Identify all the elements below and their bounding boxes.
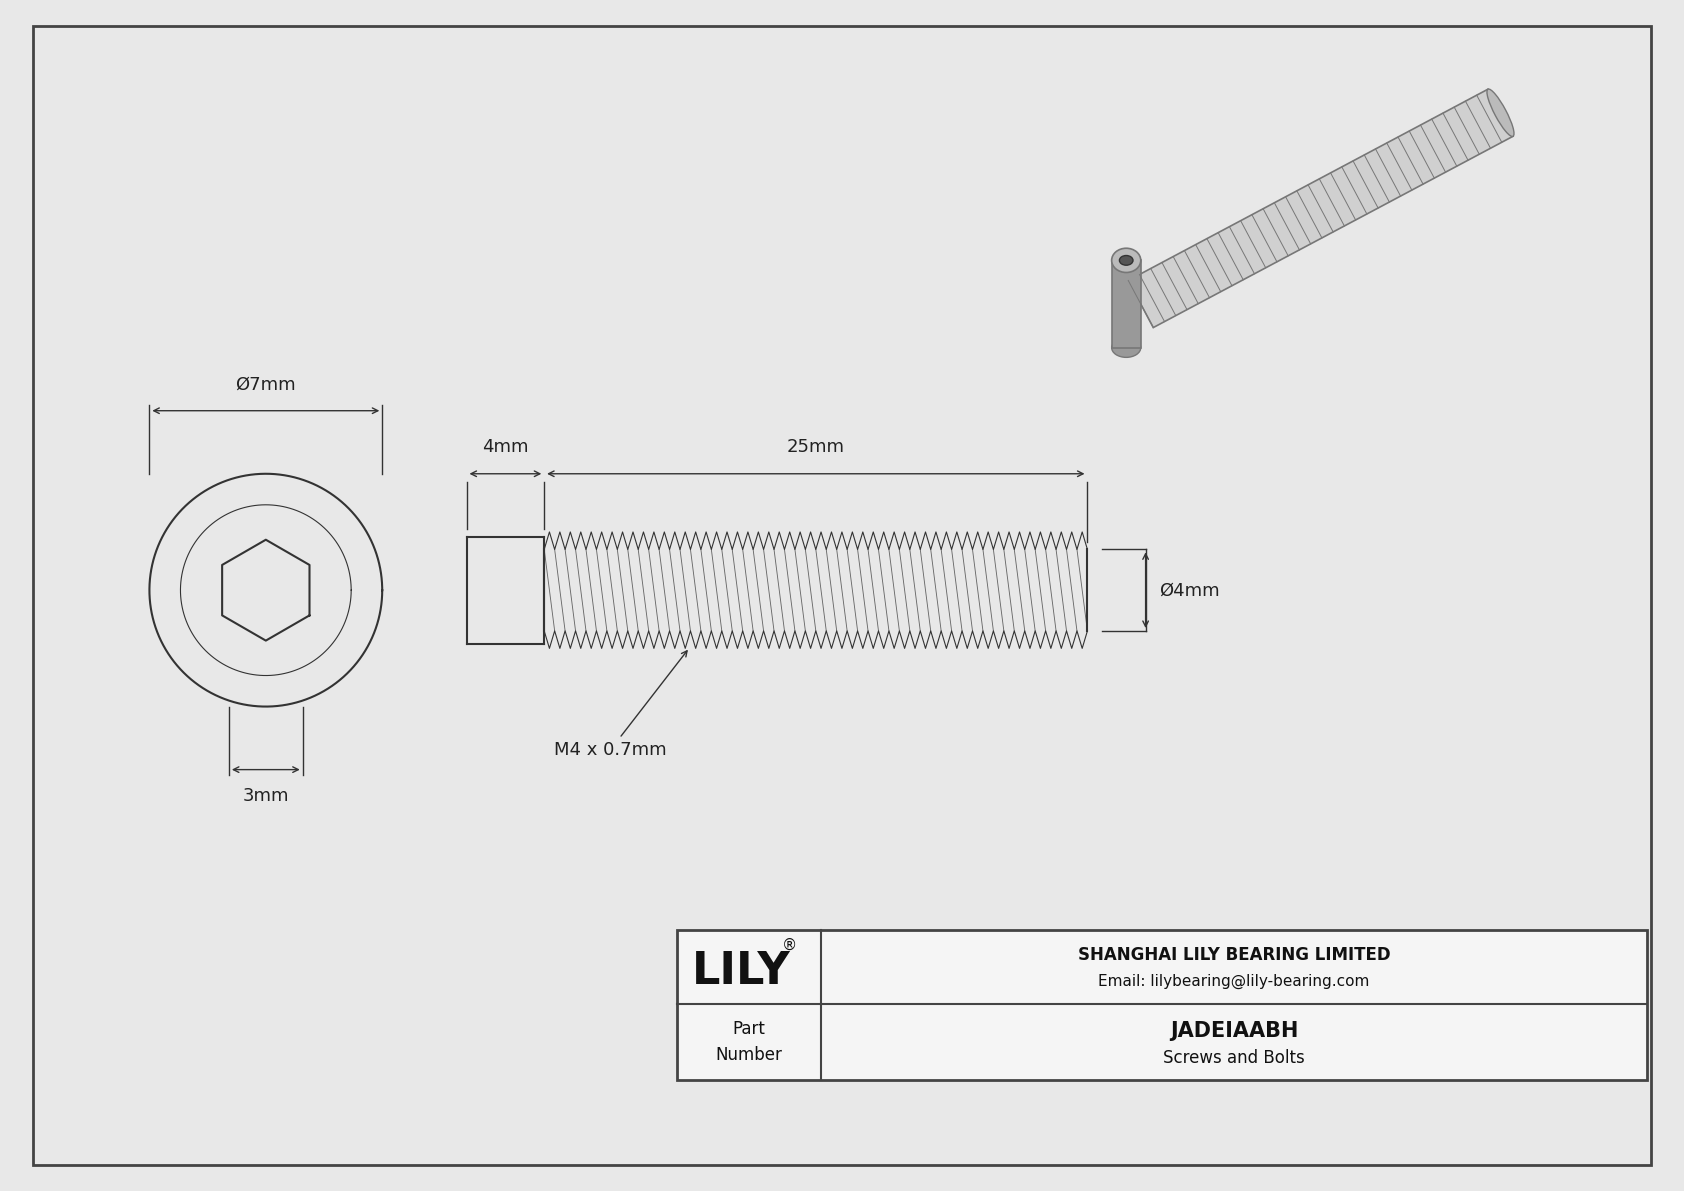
Text: 25mm: 25mm bbox=[786, 438, 845, 456]
Text: Screws and Bolts: Screws and Bolts bbox=[1164, 1049, 1305, 1067]
Bar bbox=[677, 930, 1647, 1080]
Text: 3mm: 3mm bbox=[242, 787, 290, 805]
Ellipse shape bbox=[1111, 338, 1140, 357]
Text: Part
Number: Part Number bbox=[716, 1019, 783, 1065]
Text: LILY: LILY bbox=[692, 950, 790, 993]
Ellipse shape bbox=[1111, 248, 1140, 273]
Polygon shape bbox=[1128, 89, 1512, 328]
Ellipse shape bbox=[1120, 256, 1133, 266]
Text: Ø7mm: Ø7mm bbox=[236, 375, 296, 393]
Polygon shape bbox=[1111, 261, 1140, 348]
Text: 4mm: 4mm bbox=[482, 438, 529, 456]
Text: ®: ® bbox=[781, 939, 797, 953]
Text: SHANGHAI LILY BEARING LIMITED: SHANGHAI LILY BEARING LIMITED bbox=[1078, 947, 1391, 965]
Text: Email: lilybearing@lily-bearing.com: Email: lilybearing@lily-bearing.com bbox=[1098, 974, 1369, 990]
Text: M4 x 0.7mm: M4 x 0.7mm bbox=[554, 650, 687, 759]
Text: Ø4mm: Ø4mm bbox=[1159, 581, 1219, 599]
Text: JADEIAABH: JADEIAABH bbox=[1170, 1021, 1298, 1041]
Ellipse shape bbox=[1487, 89, 1514, 137]
